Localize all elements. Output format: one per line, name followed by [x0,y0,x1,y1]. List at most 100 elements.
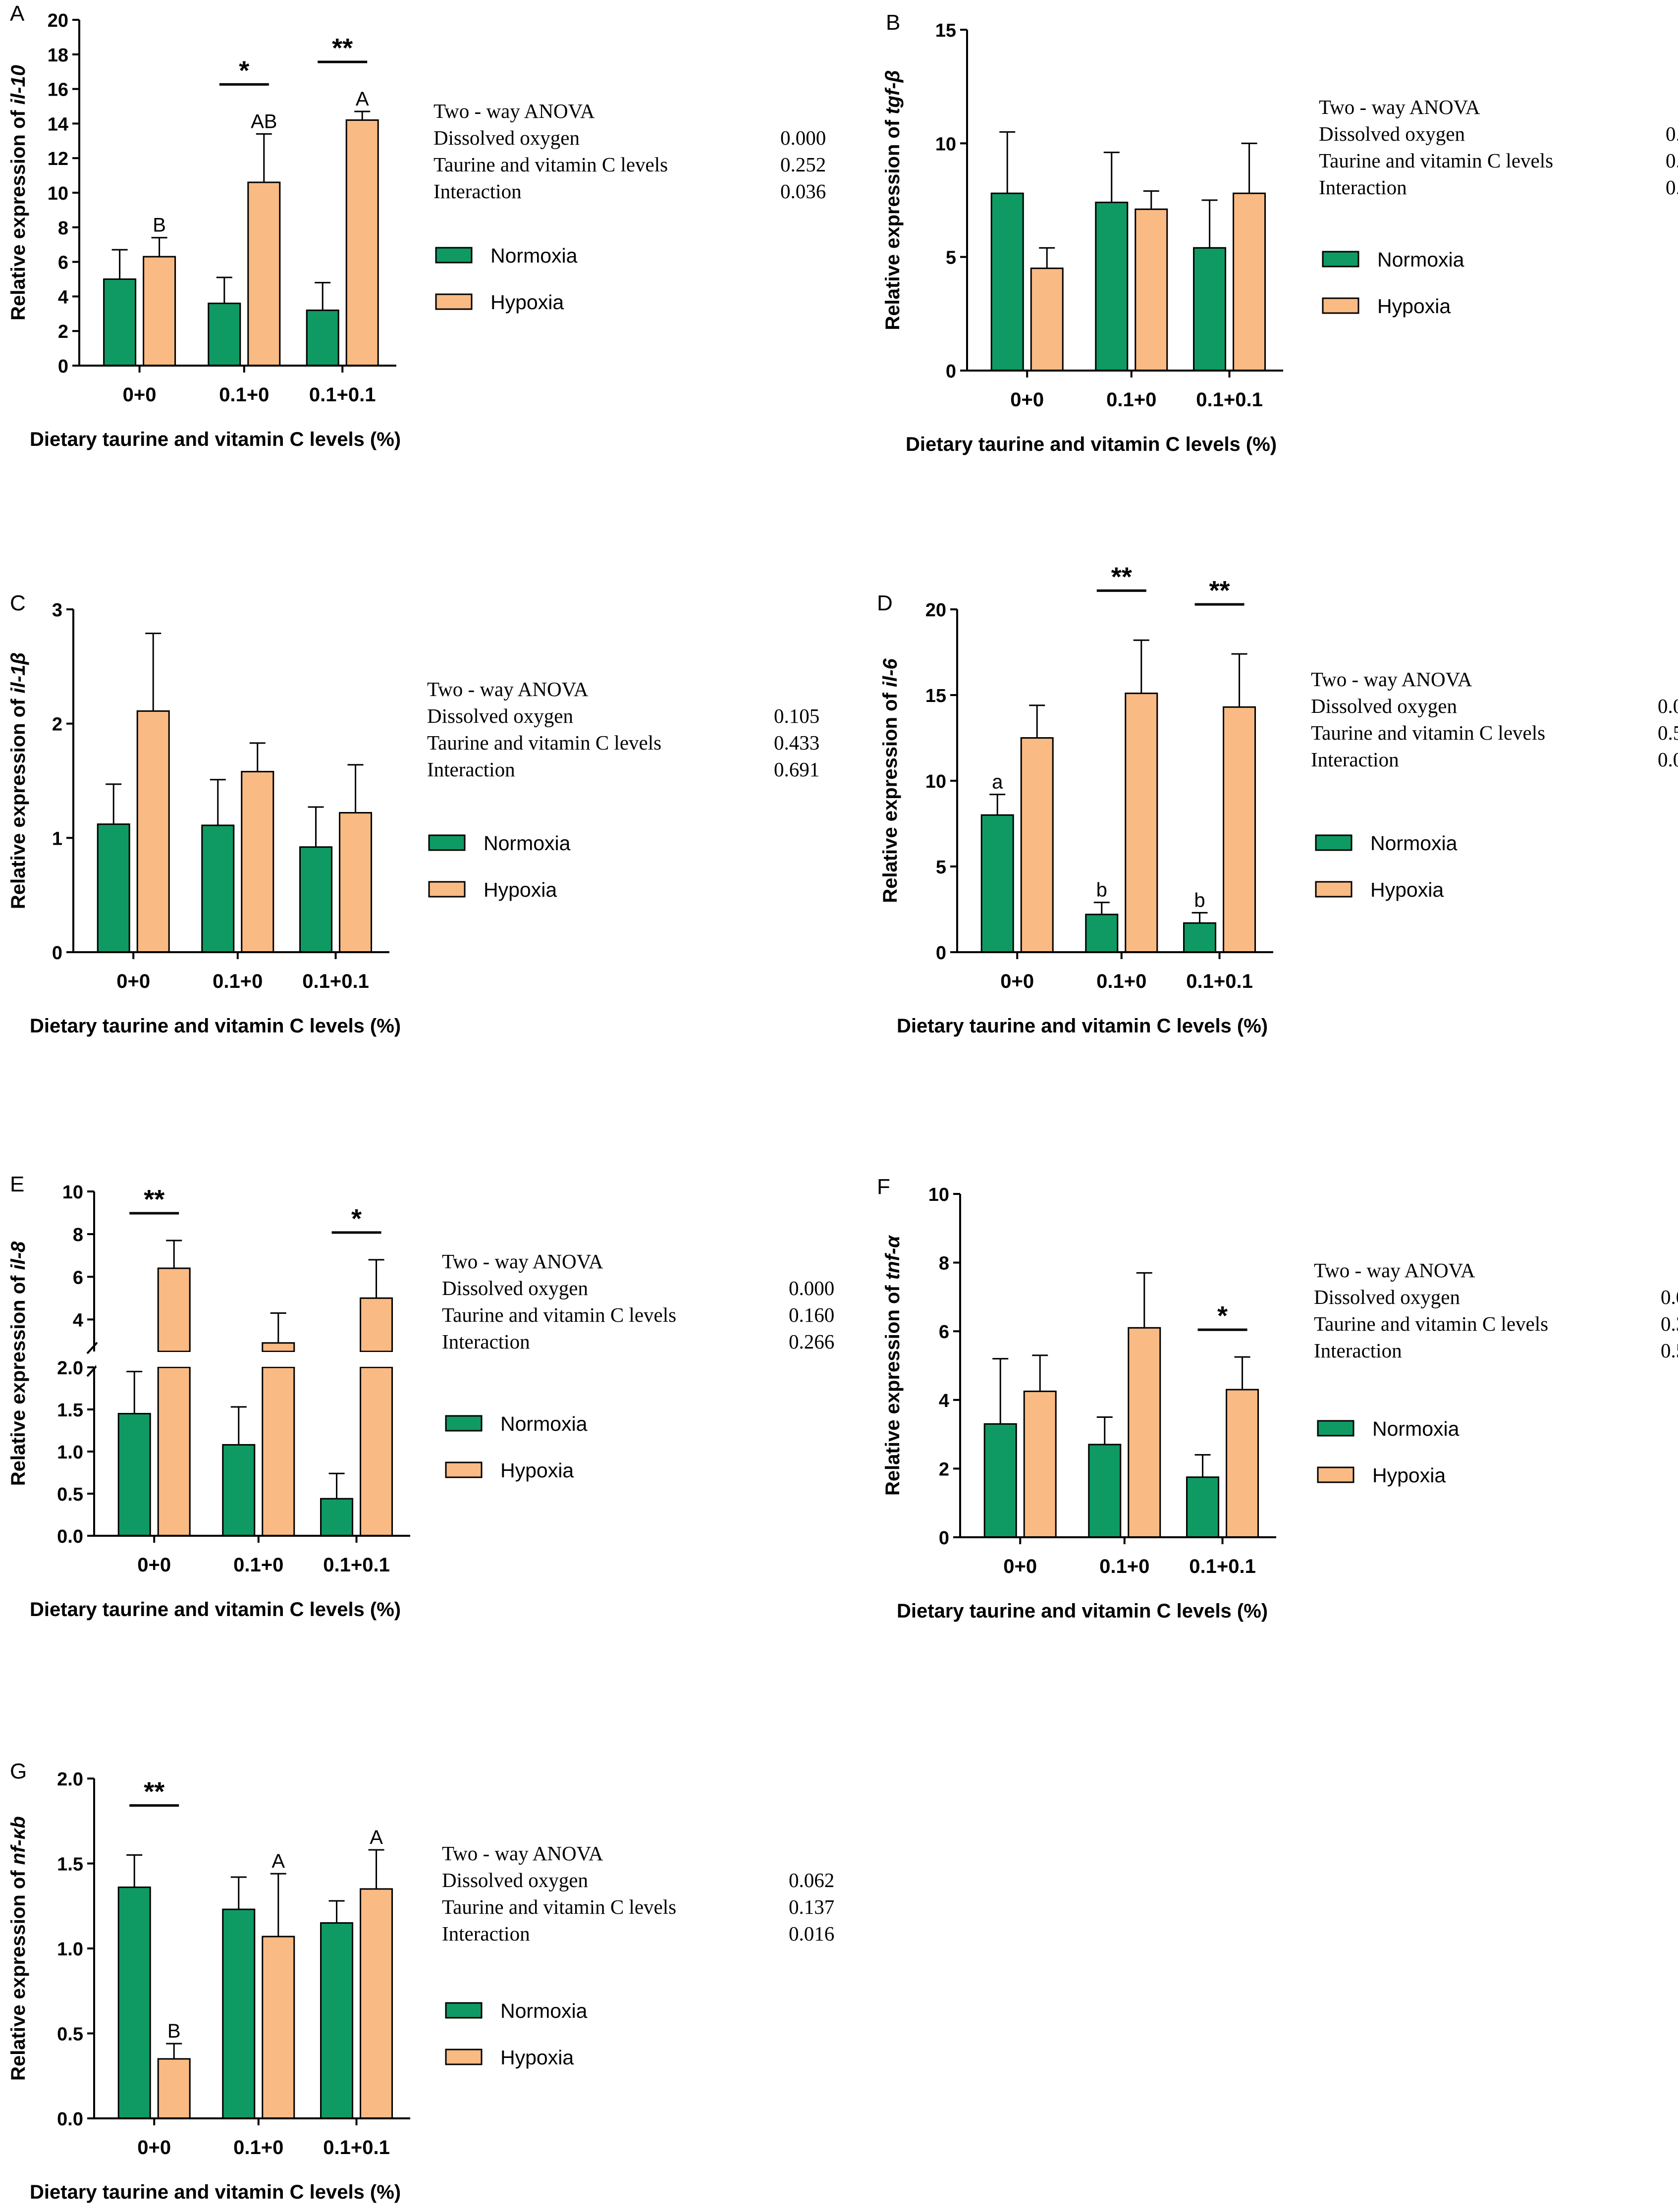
legend-label-hypoxia: Hypoxia [1372,1464,1446,1487]
panel-letter: C [10,591,26,615]
anova-row-value: 0.252 [780,153,826,176]
legend: Normoxia Hypoxia [1317,1417,1460,1487]
bar-hypoxia [241,771,274,953]
anova-row-value: 0.395 [1666,176,1678,199]
anova-row-value: 0.036 [780,180,826,203]
y-tick-label: 0 [939,1528,949,1549]
x-tick-label: 0.1+0 [1099,1556,1149,1577]
legend-swatch-normoxia [435,247,473,264]
significance-letter: A [356,88,369,110]
panel-letter-text: A [10,1,25,26]
legend-swatch-normoxia [428,834,466,851]
significance-letter: B [167,2020,181,2042]
x-tick-label: 0.1+0 [213,971,263,992]
anova-table: Two - way ANOVA Dissolved oxygen 0.016 Taur… [1314,1259,1678,1362]
bar-normoxia [983,1423,1017,1538]
bar-hypoxia-upper [360,1297,393,1352]
anova-row-value: 0.513 [1658,721,1678,744]
y-tick-label: 5 [936,857,946,878]
bar-normoxia [1186,1476,1220,1538]
anova-row-label: Dissolved oxygen [1319,122,1465,145]
bar-normoxia [97,823,130,953]
panel-letter-text: F [877,1175,890,1199]
x-tick-label: 0.1+0 [1106,389,1156,411]
bar-normoxia [201,824,235,953]
legend-swatch-hypoxia [1317,1466,1354,1483]
y-tick-label: 3 [52,600,62,621]
x-tick-label: 0.1+0.1 [1196,389,1263,411]
significance-letter: A [271,1850,285,1872]
x-tick-label: 0.1+0.1 [323,1554,390,1576]
y-tick-label: 0 [936,943,946,964]
y-tick-label: 18 [48,45,68,66]
anova-row-label: Dissolved oxygen [433,126,580,149]
bar-normoxia [103,278,137,367]
x-tick-label: 0+0 [116,971,150,992]
x-tick-label: 0.1+0.1 [309,384,376,406]
anova-row-value: 0.000 [789,1277,834,1299]
bar-hypoxia [1135,208,1168,372]
bar-normoxia [117,1887,151,2119]
legend-swatch-normoxia [1315,834,1353,851]
panel-letter: D [877,591,893,615]
legend-label-hypoxia: Hypoxia [500,2046,574,2069]
anova-row-label: Taurine and vitamin C levels [442,1895,676,1918]
legend-label-normoxia: Normoxia [500,1412,588,1435]
y-axis-label-prefix: Relative expression of [879,687,901,903]
bar-hypoxia-upper [262,1342,295,1352]
x-axis-label: Dietary taurine and vitamin C levels (%) [30,1599,401,1620]
legend-label-normoxia: Normoxia [490,244,578,267]
x-axis-label: Dietary taurine and vitamin C levels (%) [30,429,401,450]
bar-hypoxia [360,1888,393,2119]
legend-label-hypoxia: Hypoxia [1370,878,1444,901]
y-axis-label: Relative expression of il-8 [7,1241,29,1486]
bar-hypoxia-upper [157,1267,191,1352]
y-tick-label: 2.0 [57,1358,83,1379]
x-axis-label: Dietary taurine and vitamin C levels (%) [897,1015,1268,1037]
x-tick-label: 0.1+0 [233,1554,283,1576]
y-axis-label-prefix: Relative expression of [882,114,904,330]
legend: Normoxia Hypoxia [1315,832,1458,901]
anova-header: Two - way ANOVA [1319,96,1480,118]
y-axis-label-gene: il-8 [7,1241,29,1270]
bar-hypoxia [262,1366,295,1537]
anova-row-value: 0.062 [789,1869,834,1891]
y-tick-label: 6 [939,1322,949,1343]
y-tick-label: 10 [925,771,946,792]
anova-row-label: Taurine and vitamin C levels [427,731,661,754]
bar-normoxia [990,192,1024,372]
y-tick-label: 0.0 [57,1526,83,1547]
bar-normoxia [1183,922,1217,953]
significance-stars: * [1217,1301,1228,1331]
bar-hypoxia [136,710,170,953]
legend-swatch-normoxia [1322,251,1359,268]
anova-row-value: 0.555 [1661,1339,1678,1362]
significance-stars: ** [1209,576,1230,605]
y-axis-label-prefix: Relative expression of [7,105,29,321]
x-tick-label: 0+0 [1010,389,1044,411]
bar-hypoxia [1020,737,1054,953]
legend-swatch-hypoxia [1315,881,1353,898]
bar-normoxia [306,309,339,367]
y-tick-label: 6 [73,1267,83,1288]
anova-header: Two - way ANOVA [1314,1259,1475,1282]
y-axis-label: Relative expression of tgf-β [882,70,904,330]
anova-row-value: 0.000 [780,126,826,149]
bar-hypoxia [1125,693,1158,953]
axis-break-mark [86,1342,98,1354]
significance-letter: AB [251,110,277,132]
anova-row-value: 0.075 [1658,748,1678,771]
panel-letter-text: D [877,591,893,615]
y-axis-label-gene: il-1β [7,652,29,694]
significance-letter: B [153,215,166,236]
legend-label-hypoxia: Hypoxia [490,291,564,314]
anova-row-label: Dissolved oxygen [442,1869,588,1891]
panel-letter: B [886,10,900,35]
anova-header: Two - way ANOVA [427,678,589,701]
x-tick-label: 0+0 [1003,1556,1037,1577]
legend-label-hypoxia: Hypoxia [500,1459,574,1482]
y-tick-label: 5 [946,248,956,269]
y-tick-label: 12 [48,149,68,169]
